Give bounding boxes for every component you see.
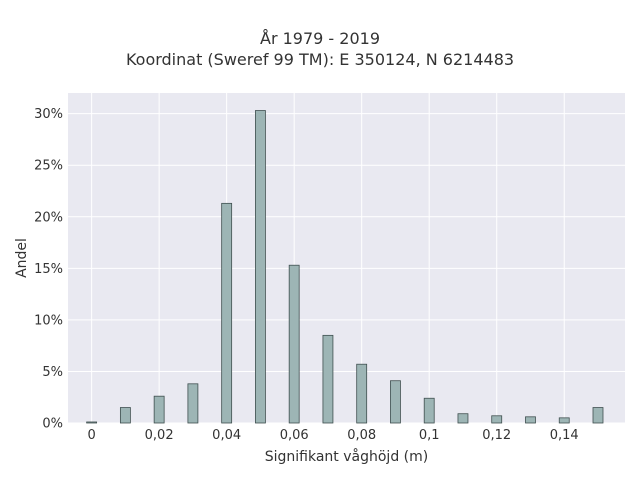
y-tick-label: 15% bbox=[34, 262, 63, 277]
x-tick-label: 0,08 bbox=[347, 428, 376, 443]
histogram-bar bbox=[491, 415, 503, 424]
histogram-bar bbox=[592, 407, 604, 424]
bars bbox=[86, 110, 604, 424]
x-tick-label: 0,04 bbox=[212, 428, 241, 443]
y-tick-label: 5% bbox=[42, 365, 63, 380]
histogram-bar bbox=[221, 202, 233, 424]
histogram-bar bbox=[288, 264, 300, 424]
x-axis-ticks: 0 0,02 0,04 0,06 0,08 0,1 0,12 0,14 bbox=[87, 428, 578, 443]
histogram-bar bbox=[525, 416, 536, 424]
grid-lines bbox=[68, 93, 625, 424]
x-tick-label: 0,06 bbox=[280, 428, 309, 443]
y-tick-label: 30% bbox=[34, 107, 63, 122]
chart-subtitle: Koordinat (Sweref 99 TM): E 350124, N 62… bbox=[125, 50, 515, 69]
y-axis-ticks: 0% 5% 10% 15% 20% 25% 30% bbox=[34, 107, 63, 431]
histogram-bar bbox=[187, 383, 199, 424]
y-tick-label: 0% bbox=[42, 417, 63, 432]
histogram-bar bbox=[322, 334, 334, 424]
histogram-bar bbox=[255, 110, 266, 424]
x-tick-label: 0,12 bbox=[482, 428, 511, 443]
histogram-bar bbox=[356, 363, 368, 424]
x-tick-label: 0,02 bbox=[145, 428, 174, 443]
x-tick-label: 0 bbox=[87, 428, 95, 443]
y-tick-label: 20% bbox=[34, 210, 63, 225]
y-tick-label: 10% bbox=[34, 313, 63, 328]
x-tick-label: 0,14 bbox=[550, 428, 579, 443]
y-tick-label: 25% bbox=[34, 159, 63, 174]
y-axis-title: Andel bbox=[14, 238, 30, 278]
x-tick-label: 0,1 bbox=[419, 428, 440, 443]
x-axis-title: Signifikant våghöjd (m) bbox=[265, 448, 428, 465]
plot-area bbox=[68, 93, 625, 423]
histogram-bar bbox=[457, 413, 469, 424]
histogram-bar bbox=[558, 417, 570, 424]
histogram-bar bbox=[390, 380, 401, 424]
histogram-bar bbox=[119, 407, 131, 424]
histogram-bar bbox=[86, 421, 98, 424]
histogram-bar bbox=[153, 395, 165, 424]
histogram-bar bbox=[423, 397, 435, 424]
chart-title: År 1979 - 2019 bbox=[260, 29, 380, 48]
